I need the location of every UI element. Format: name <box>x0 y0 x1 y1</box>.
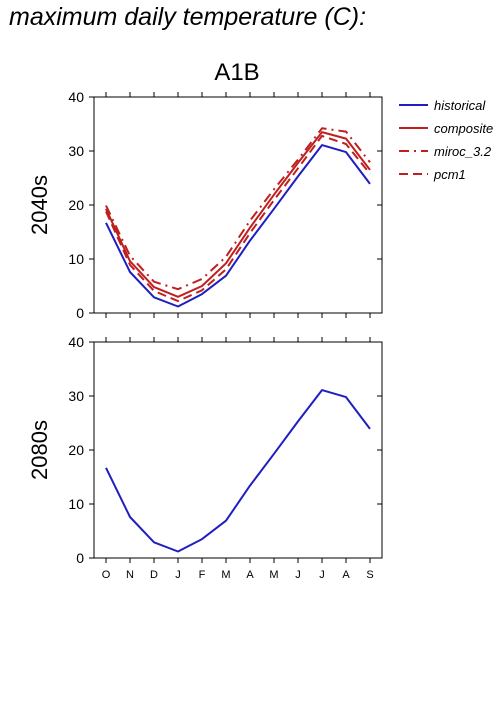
x-tick-label: M <box>221 569 230 581</box>
x-tick-label: F <box>199 569 206 581</box>
series-line-composite <box>105 131 371 298</box>
panel-2080s: 0 10 20 30 40 O N D J F M A M J J A S 2080s <box>27 334 383 581</box>
y-tick-label: 20 <box>68 442 84 458</box>
y-tick-label: 10 <box>68 496 84 512</box>
x-tick-label: O <box>102 569 111 581</box>
y-tick-label: 40 <box>68 89 84 105</box>
legend: historical composite miroc_3.2 pcm1 <box>399 98 493 182</box>
legend-label: miroc_3.2 <box>434 144 492 159</box>
panel-2040s: 0 10 20 30 40 2040s <box>27 89 383 321</box>
y-tick-label: 0 <box>76 305 84 321</box>
x-tick-label: N <box>126 569 134 581</box>
x-tick-label: J <box>319 569 325 581</box>
y-tick-label: 30 <box>68 143 84 159</box>
x-tick-label: M <box>269 569 278 581</box>
y-tick-label: 30 <box>68 388 84 404</box>
y-tick-label: 40 <box>68 334 84 350</box>
series-line-miroc-3-2 <box>105 127 371 291</box>
y-tick-label: 20 <box>68 197 84 213</box>
y-axis-label: 2040s <box>27 175 52 235</box>
legend-label: pcm1 <box>433 167 466 182</box>
legend-label: historical <box>434 98 486 113</box>
series-line-pcm1 <box>105 134 371 303</box>
y-axis-label: 2080s <box>27 420 52 480</box>
y-tick-label: 0 <box>76 550 84 566</box>
y-tick-label: 10 <box>68 251 84 267</box>
series-line-historical <box>105 389 371 553</box>
x-tick-label: A <box>246 569 254 581</box>
page-title: maximum daily temperature (C): <box>9 3 367 31</box>
legend-label: composite <box>434 121 493 136</box>
chart-title: A1B <box>214 59 259 86</box>
series-line-historical <box>105 144 371 308</box>
x-tick-label: A <box>342 569 350 581</box>
x-tick-label: J <box>175 569 181 581</box>
x-tick-label: S <box>366 569 373 581</box>
x-tick-label: J <box>295 569 301 581</box>
x-tick-label: D <box>150 569 158 581</box>
